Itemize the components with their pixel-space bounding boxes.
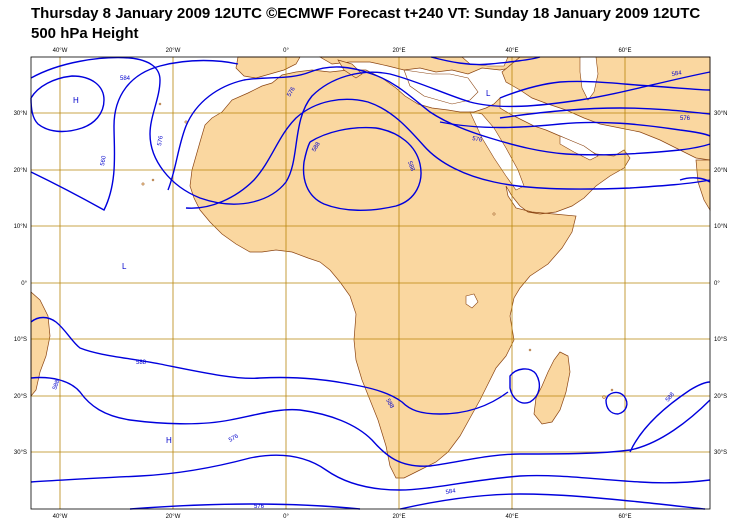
lat-tick-label: 20°N: [714, 168, 727, 174]
lon-tick-label: 0°: [283, 514, 289, 520]
contour-line: [30, 376, 711, 467]
contour-label: 576: [228, 433, 240, 444]
contour-line: [30, 454, 711, 491]
high-pressure-marker: H: [73, 96, 79, 105]
contour-line: [605, 391, 628, 415]
lat-tick-label: 30°N: [714, 111, 727, 117]
latitude-labels-right: 30°N 20°N 10°N 0° 10°S 20°S 30°S: [714, 111, 727, 456]
lon-tick-label: 20°E: [392, 514, 405, 520]
contour-line: [302, 126, 422, 211]
longitude-labels-top: 40°W 20°W 0° 20°E 40°E 60°E: [53, 48, 632, 54]
caspian-sea: [579, 56, 599, 101]
contour-line: [185, 98, 711, 209]
contour-line: [629, 381, 711, 453]
contour-line: [167, 66, 711, 191]
persian-gulf: [559, 135, 599, 161]
contour-label: 588: [665, 391, 676, 403]
contour-label: 584: [445, 488, 457, 496]
contour-label: 588: [312, 141, 323, 153]
map-title: Thursday 8 January 2009 12UTC ©ECMWF For…: [31, 5, 701, 22]
lon-tick-label: 20°E: [392, 48, 405, 54]
lon-tick-label: 20°W: [166, 48, 181, 54]
contour-line: [499, 80, 711, 99]
lat-tick-label: 20°S: [714, 394, 727, 400]
contour-line: [509, 368, 541, 404]
contour-label: 588: [406, 161, 415, 173]
latitude-labels-left: 30°N 20°N 10°N 0° 10°S 20°S 30°S: [14, 111, 28, 456]
contour-label: 560: [100, 155, 108, 167]
contour-label: 588: [52, 379, 61, 391]
map-subtitle: 500 hPa Height: [31, 25, 139, 42]
lon-tick-label: 40°W: [53, 514, 68, 520]
madeira-island: [158, 102, 162, 106]
lat-tick-label: 0°: [21, 281, 27, 287]
contour-line: [679, 177, 711, 183]
contour-label: 576: [254, 504, 265, 510]
contour-label: 588: [136, 360, 147, 366]
socotra-island: [492, 212, 496, 216]
high-pressure-marker: H: [166, 436, 172, 445]
iberia-landmass: [235, 56, 301, 79]
lon-tick-label: 40°W: [53, 48, 68, 54]
lat-tick-label: 20°S: [14, 394, 27, 400]
cape-verde-island: [141, 182, 145, 186]
low-pressure-marker: L: [486, 89, 491, 98]
lat-tick-label: 20°N: [14, 168, 27, 174]
lat-tick-label: 30°N: [14, 111, 27, 117]
contour-labels: 584 576 560 576 576 584 588 576 588 588 …: [52, 70, 690, 510]
contour-label: 588: [384, 398, 395, 410]
contour-line: [499, 107, 711, 119]
contour-line: [430, 56, 541, 66]
lat-tick-label: 0°: [714, 281, 720, 287]
lon-tick-label: 40°E: [505, 48, 518, 54]
contour-line: [30, 75, 105, 133]
lat-tick-label: 30°S: [14, 450, 27, 456]
contour-line: [30, 59, 239, 211]
lon-tick-label: 0°: [283, 48, 289, 54]
graticule: [31, 57, 710, 509]
contour-label: 576: [680, 116, 691, 122]
lat-tick-label: 10°N: [14, 224, 27, 230]
inland-waters: [403, 56, 599, 309]
lon-tick-label: 40°E: [505, 514, 518, 520]
contour-line: [129, 503, 361, 510]
reunion-island: [610, 388, 614, 392]
lake-victoria: [465, 293, 479, 309]
madagascar-landmass: [533, 351, 571, 425]
low-pressure-marker: L: [122, 262, 127, 271]
contour-label: 584: [120, 76, 131, 82]
longitude-labels-bottom: 40°W 20°W 0° 20°E 40°E 60°E: [53, 514, 632, 520]
lat-tick-label: 10°S: [714, 337, 727, 343]
lon-tick-label: 20°W: [166, 514, 181, 520]
lon-tick-label: 60°E: [618, 514, 631, 520]
lon-tick-label: 60°E: [618, 48, 631, 54]
pressure-centers: H L L H: [73, 89, 491, 445]
mediterranean-east: [403, 69, 479, 105]
contour-label: 576: [287, 86, 298, 98]
lat-tick-label: 10°S: [14, 337, 27, 343]
africa-landmass: [189, 69, 631, 479]
contour-label: 584: [671, 70, 683, 78]
map-frame: [30, 56, 711, 510]
comoros-island: [528, 348, 532, 352]
cape-verde-island: [151, 178, 155, 182]
contour-line: [30, 316, 509, 415]
height-contours: [30, 56, 711, 510]
lat-tick-label: 10°N: [714, 224, 727, 230]
lat-tick-label: 30°S: [714, 450, 727, 456]
contour-line: [30, 56, 711, 205]
contour-line: [439, 121, 711, 137]
contour-line: [399, 493, 706, 510]
contour-label: 576: [157, 135, 165, 147]
contour-label: 576: [472, 136, 484, 144]
